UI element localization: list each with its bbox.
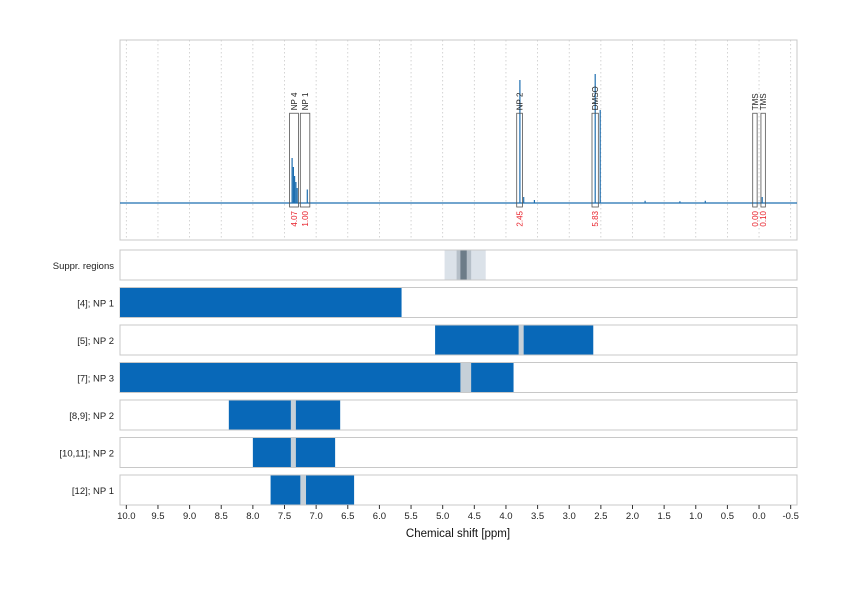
suppression-band-2	[460, 250, 467, 280]
x-tick-label-0: 10.0	[117, 511, 136, 522]
row-3: [7]; NP 3	[77, 362, 798, 393]
x-tick-label-7: 6.5	[341, 511, 354, 522]
peak-integral-3: 5.83	[591, 210, 600, 226]
row-5: [10,11]; NP 2	[59, 437, 798, 468]
row-frame-6	[119, 474, 798, 506]
x-tick-label-4: 8.0	[246, 511, 259, 522]
x-tick-label-11: 4.5	[468, 511, 481, 522]
peak-box-0	[289, 112, 299, 208]
row-6: [12]; NP 1	[72, 474, 798, 506]
peak-box-4	[752, 112, 758, 208]
peak-box-1	[299, 112, 311, 208]
row-1: [4]; NP 1	[77, 287, 798, 318]
region-gap-3-0	[460, 363, 472, 392]
x-tick-label-17: 1.5	[658, 511, 671, 522]
x-tick-label-1: 9.5	[151, 511, 164, 522]
peak-label-1: NP 1	[301, 92, 310, 110]
spectrum-trace	[120, 74, 797, 204]
region-gap-2-0	[518, 325, 524, 355]
row-label-2: [5]; NP 2	[77, 336, 114, 347]
peak-box-3	[591, 112, 599, 208]
x-axis: 10.0 9.5 9.0 8.5 8.0 7.5 7.0 6.5 6.0 5.5 5.0 4.5 4.0…	[117, 505, 799, 522]
x-tick-label-14: 3.0	[563, 511, 576, 522]
row-0: Suppr. regions	[53, 249, 798, 281]
peak-label-3: DMSO	[591, 86, 600, 110]
x-tick-label-16: 2.0	[626, 511, 639, 522]
peak-integral-1: 1.00	[301, 210, 310, 226]
x-tick-label-12: 4.0	[499, 511, 512, 522]
region-bar-2-0	[435, 325, 594, 355]
x-axis-label: Chemical shift [ppm]	[406, 528, 510, 540]
x-tick-label-3: 8.5	[215, 511, 228, 522]
peak-label-0: NP 4	[290, 92, 299, 110]
x-tick-label-10: 5.0	[436, 511, 449, 522]
row-label-4: [8,9]; NP 2	[69, 411, 114, 422]
x-tick-label-13: 3.5	[531, 511, 544, 522]
x-tick-label-19: 0.5	[721, 511, 734, 522]
x-tick-label-6: 7.0	[310, 511, 323, 522]
peak-label-4: TMS	[751, 93, 760, 110]
peak-integral-5: 0.10	[759, 210, 768, 226]
row-label-0: Suppr. regions	[53, 261, 115, 272]
row-label-6: [12]; NP 1	[72, 486, 114, 497]
x-tick-label-9: 5.5	[404, 511, 417, 522]
x-tick-label-8: 6.0	[373, 511, 386, 522]
x-tick-label-15: 2.5	[594, 511, 607, 522]
row-4: [8,9]; NP 2	[69, 399, 798, 431]
x-tick-label-5: 7.5	[278, 511, 291, 522]
peak-integral-2: 2.45	[516, 210, 525, 226]
x-tick-label-2: 9.0	[183, 511, 196, 522]
region-rows-panel: Suppr. regions [4]; NP 1 [5]; NP 2 [7]; NP …	[53, 249, 798, 506]
region-gap-5-0	[290, 438, 296, 467]
row-label-1: [4]; NP 1	[77, 299, 114, 310]
peak-label-5: TMS	[759, 93, 768, 110]
region-gap-6-0	[300, 475, 307, 505]
row-frame-5	[119, 437, 798, 468]
peak-integral-4: 0.00	[751, 210, 760, 226]
region-gap-4-0	[290, 400, 296, 430]
region-bar-4-0	[228, 400, 341, 430]
peak-label-2: NP 2	[516, 92, 525, 110]
x-tick-label-20: 0.0	[752, 511, 765, 522]
x-tick-label-18: 1.0	[689, 511, 702, 522]
row-label-3: [7]; NP 3	[77, 374, 114, 385]
peak-box-5	[760, 112, 766, 208]
region-bar-3-0	[120, 363, 514, 392]
row-label-5: [10,11]; NP 2	[59, 449, 114, 460]
peak-integral-0: 4.07	[290, 210, 299, 226]
x-tick-label-21: -0.5	[782, 511, 798, 522]
region-bar-1-0	[120, 288, 402, 317]
spectrum-panel: NP 4 4.07 NP 1 1.00 NP 2 2.45 DMSO 5.83 TMS 0.00 T…	[119, 39, 798, 241]
row-2: [5]; NP 2	[77, 324, 798, 356]
region-bar-6-0	[270, 475, 355, 505]
row-frame-4	[119, 399, 798, 431]
spectrum-frame	[119, 39, 798, 241]
peak-box-2	[516, 112, 523, 208]
